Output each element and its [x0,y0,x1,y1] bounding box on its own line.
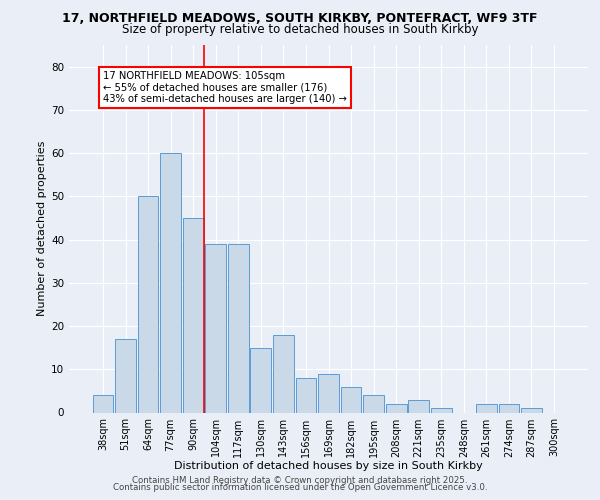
Y-axis label: Number of detached properties: Number of detached properties [37,141,47,316]
Bar [341,386,361,412]
Text: Contains public sector information licensed under the Open Government Licence v3: Contains public sector information licen… [113,484,487,492]
Bar [476,404,497,412]
Bar [115,339,136,412]
Bar [409,400,429,412]
Bar [431,408,452,412]
Text: Contains HM Land Registry data © Crown copyright and database right 2025.: Contains HM Land Registry data © Crown c… [132,476,468,485]
Bar [296,378,316,412]
Bar [137,196,158,412]
Bar [92,395,113,412]
X-axis label: Distribution of detached houses by size in South Kirkby: Distribution of detached houses by size … [174,461,483,471]
Bar [521,408,542,412]
Bar [318,374,339,412]
Bar [250,348,271,412]
Bar [499,404,520,412]
Bar [363,395,384,412]
Bar [273,334,294,412]
Bar [205,244,226,412]
Text: Size of property relative to detached houses in South Kirkby: Size of property relative to detached ho… [122,22,478,36]
Bar [386,404,407,412]
Bar [160,153,181,412]
Text: 17 NORTHFIELD MEADOWS: 105sqm
← 55% of detached houses are smaller (176)
43% of : 17 NORTHFIELD MEADOWS: 105sqm ← 55% of d… [103,71,347,104]
Text: 17, NORTHFIELD MEADOWS, SOUTH KIRKBY, PONTEFRACT, WF9 3TF: 17, NORTHFIELD MEADOWS, SOUTH KIRKBY, PO… [62,12,538,26]
Bar [228,244,248,412]
Bar [183,218,203,412]
